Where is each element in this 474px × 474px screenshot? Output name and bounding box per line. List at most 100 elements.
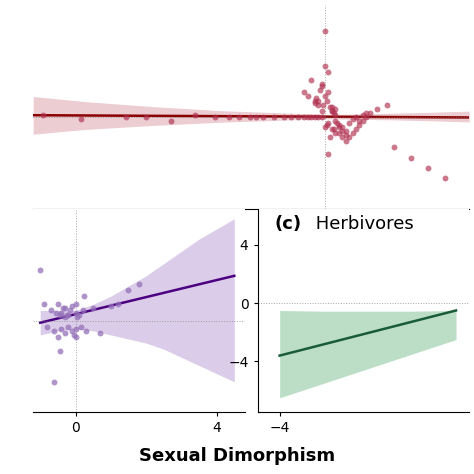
Point — [61, 313, 69, 320]
Point — [225, 113, 233, 121]
Point — [82, 327, 90, 335]
Point — [135, 280, 143, 288]
Point — [36, 266, 44, 273]
Point — [64, 311, 72, 319]
Point — [321, 123, 329, 131]
Point — [77, 115, 85, 123]
Point — [211, 113, 219, 121]
Point — [68, 327, 76, 335]
Point — [40, 301, 47, 308]
Point — [73, 313, 81, 320]
Text: (c): (c) — [274, 215, 301, 233]
Point — [338, 128, 346, 135]
Point — [54, 301, 62, 308]
Point — [63, 311, 71, 319]
Point — [331, 117, 339, 125]
Point — [313, 95, 320, 102]
Point — [325, 119, 332, 127]
Point — [383, 101, 391, 109]
Point — [359, 117, 366, 125]
Point — [143, 113, 150, 121]
Point — [236, 113, 243, 121]
Point — [349, 115, 356, 123]
Point — [314, 97, 322, 104]
Point — [68, 302, 76, 310]
Point — [328, 107, 336, 115]
Point — [107, 302, 115, 310]
Point — [327, 134, 334, 141]
Point — [366, 109, 374, 117]
Point — [325, 150, 332, 157]
Point — [270, 113, 277, 121]
Point — [246, 113, 253, 121]
Point — [294, 113, 301, 121]
Point — [335, 121, 343, 129]
Point — [349, 129, 356, 137]
Point — [323, 121, 330, 129]
Point — [321, 27, 329, 35]
Point — [319, 101, 327, 109]
Point — [66, 307, 74, 314]
Point — [308, 76, 315, 84]
Point — [259, 113, 267, 121]
Point — [407, 154, 415, 162]
Point — [72, 309, 79, 316]
Point — [323, 97, 330, 104]
Point — [352, 113, 360, 121]
Point — [356, 117, 363, 125]
Point — [335, 123, 343, 131]
Point — [301, 113, 308, 121]
Point — [301, 89, 308, 96]
Point — [72, 325, 79, 333]
Point — [330, 125, 337, 133]
Point — [79, 307, 86, 314]
Point — [424, 164, 432, 172]
Point — [114, 301, 122, 308]
Point — [321, 62, 329, 70]
Point — [328, 103, 336, 110]
Point — [59, 305, 67, 312]
Point — [167, 117, 174, 125]
Point — [191, 111, 198, 118]
Point — [56, 311, 64, 319]
Point — [58, 325, 65, 333]
Point — [52, 309, 60, 316]
Point — [338, 123, 346, 131]
Point — [318, 113, 326, 121]
Point — [253, 113, 260, 121]
Point — [72, 301, 79, 308]
Point — [316, 87, 324, 94]
Point — [318, 81, 326, 88]
Point — [311, 113, 319, 121]
Point — [280, 113, 288, 121]
Point — [318, 107, 326, 115]
Point — [331, 129, 339, 137]
Point — [331, 105, 339, 112]
Point — [321, 93, 329, 100]
Point — [58, 309, 65, 316]
Point — [345, 134, 353, 141]
Point — [311, 99, 319, 106]
Point — [56, 347, 64, 355]
Point — [328, 125, 336, 133]
Point — [287, 113, 294, 121]
Point — [125, 286, 132, 294]
Point — [345, 119, 353, 127]
Point — [44, 323, 51, 330]
Point — [81, 292, 88, 300]
Point — [47, 307, 55, 314]
Point — [352, 125, 360, 133]
Point — [342, 128, 349, 135]
Point — [342, 131, 349, 139]
Point — [77, 323, 84, 330]
Point — [338, 134, 346, 141]
Text: Sexual Dimorphism: Sexual Dimorphism — [139, 447, 335, 465]
Point — [64, 323, 72, 330]
Point — [304, 113, 312, 121]
Point — [356, 121, 363, 129]
Point — [318, 82, 326, 90]
Point — [61, 329, 69, 337]
Text: Herbivores: Herbivores — [310, 215, 414, 233]
Point — [308, 113, 315, 121]
Point — [330, 109, 337, 117]
